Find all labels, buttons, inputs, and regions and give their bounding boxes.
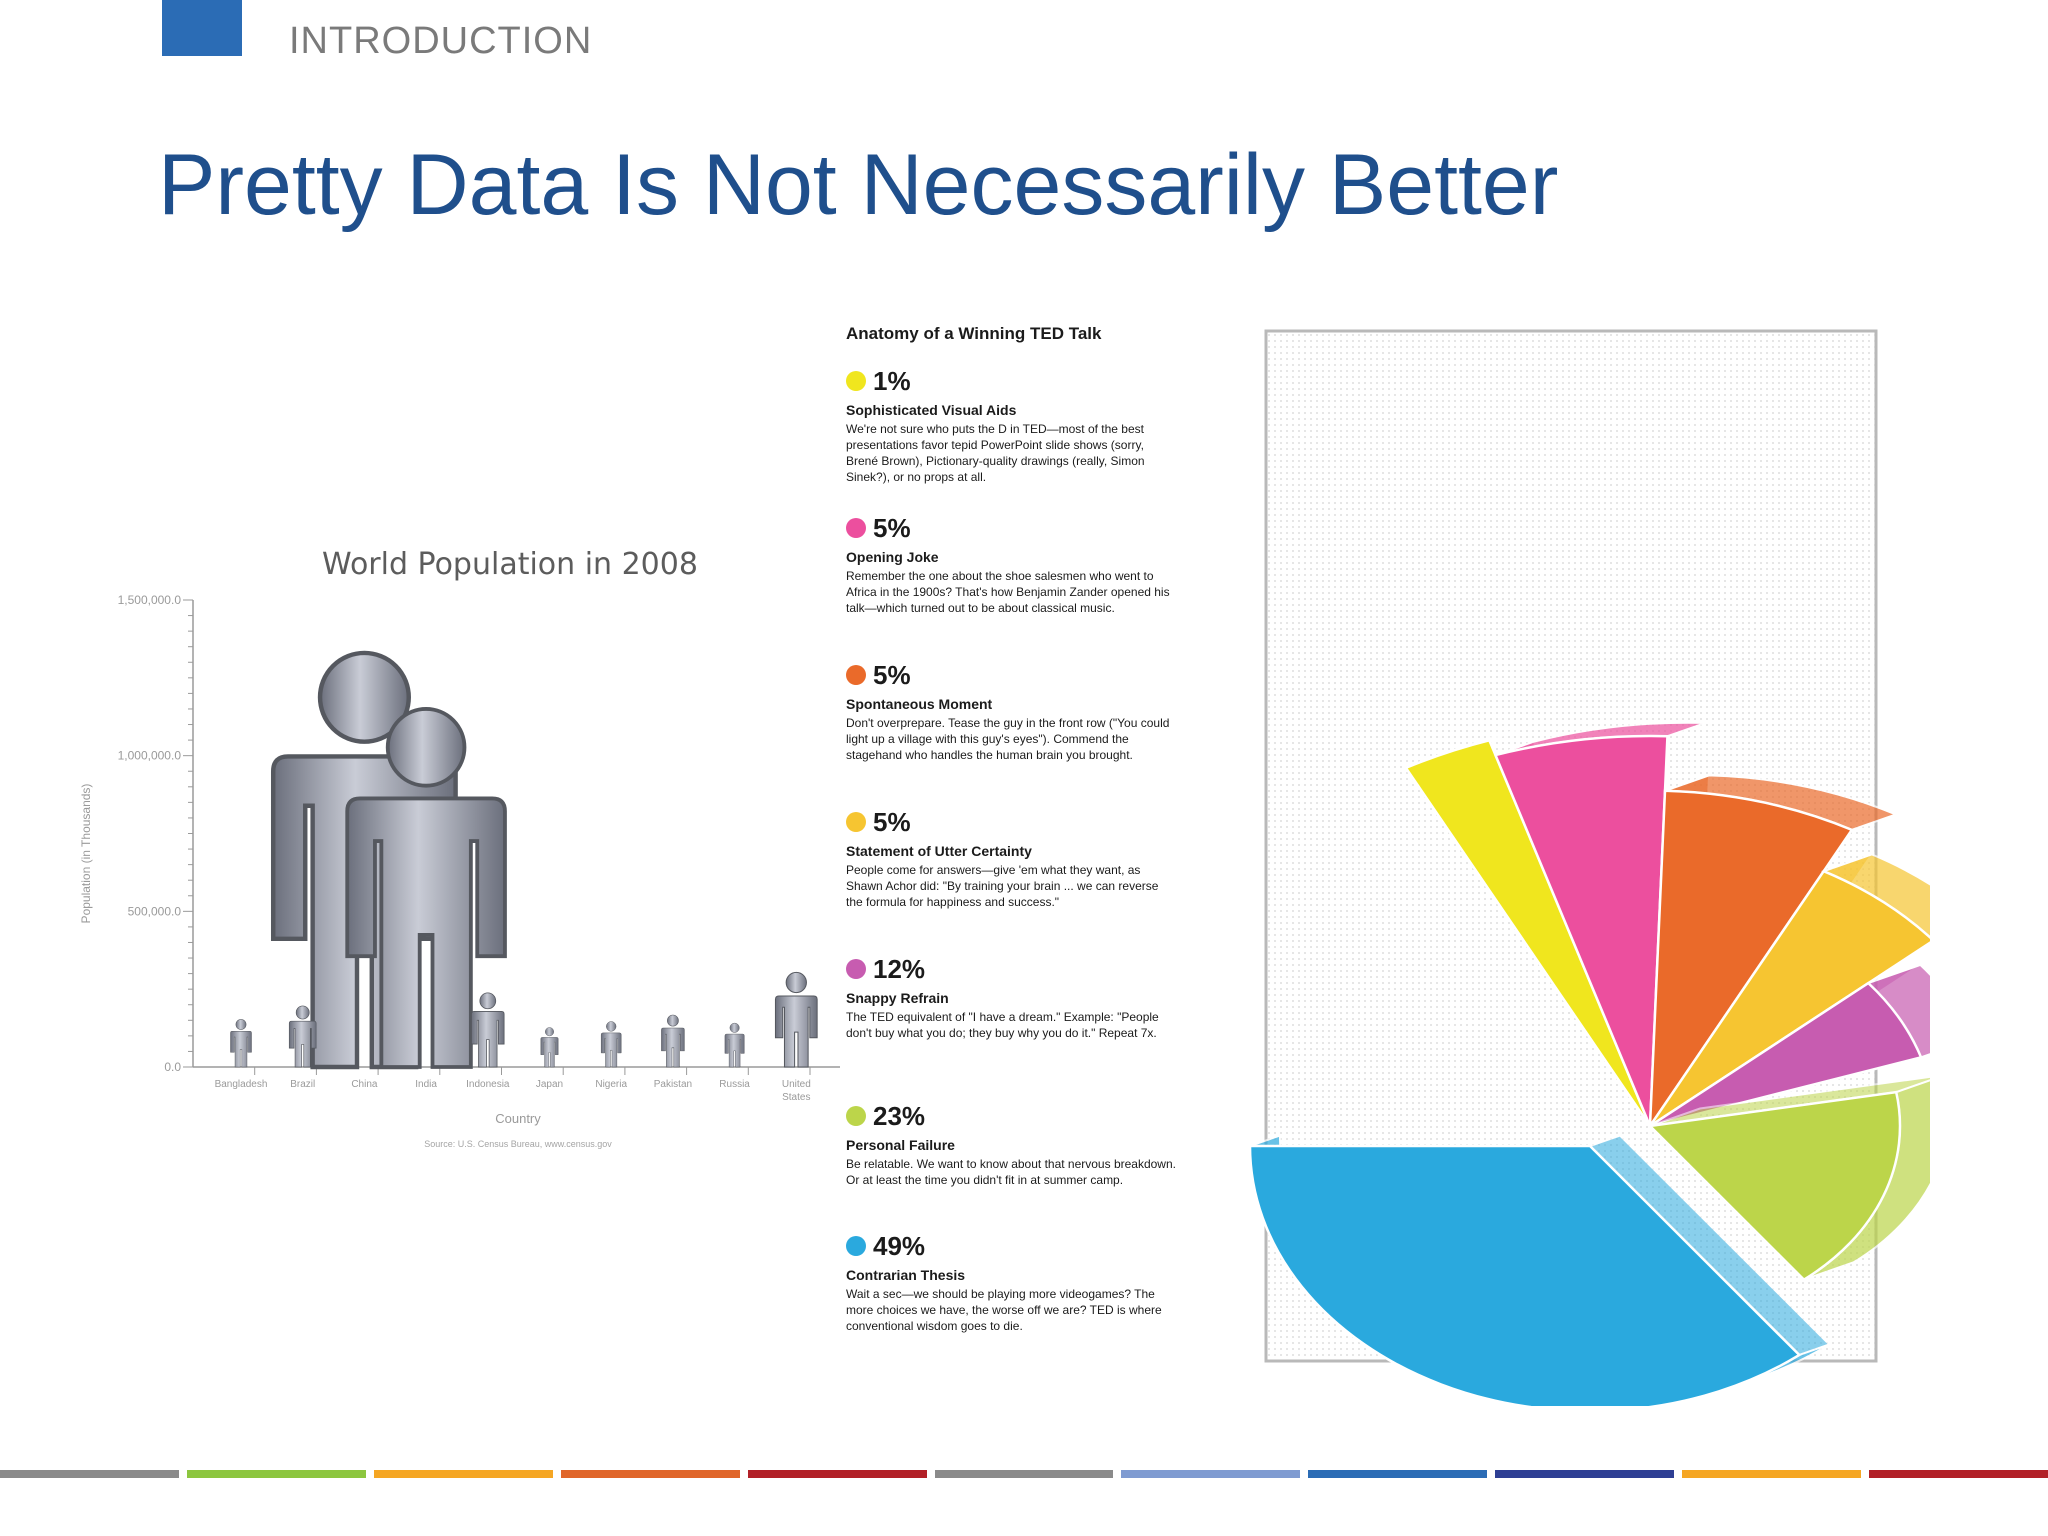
ted-chart-title: Anatomy of a Winning TED Talk — [846, 324, 1102, 343]
footer-bar-11 — [1869, 1470, 2048, 1478]
x-tick-label: Japan — [536, 1079, 563, 1090]
bar-person-russia — [724, 1022, 745, 1068]
pie-slice-opening-joke — [1493, 721, 1706, 1128]
legend-desc: The TED equivalent of "I have a dream." … — [846, 1010, 1159, 1040]
legend-desc: Wait a sec—we should be playing more vid… — [846, 1287, 1162, 1333]
slide-title: Pretty Data Is Not Necessarily Better — [158, 137, 1559, 233]
legend-swatch-2 — [846, 518, 866, 538]
legend-item: 23% Personal Failure Be relatable. We wa… — [846, 1101, 1176, 1231]
footer-bar-10 — [1682, 1470, 1862, 1478]
footer-bar-1 — [0, 1470, 179, 1478]
bar-person-brazil — [288, 1005, 317, 1068]
footer-bar-3 — [373, 1470, 553, 1478]
footer-bar-4 — [560, 1470, 740, 1478]
legend-item: 1% Sophisticated Visual Aids We're not s… — [846, 366, 1176, 513]
legend-pct: 49% — [873, 1230, 926, 1261]
legend-desc: People come for answers—give 'em what th… — [846, 863, 1159, 909]
legend-name: Contrarian Thesis — [846, 1267, 966, 1283]
y-tick-label: 500,000.0 — [128, 904, 182, 918]
bar-person-india — [345, 707, 507, 1069]
legend-desc: We're not sure who puts the D in TED—mos… — [846, 422, 1145, 484]
legend-swatch-1 — [846, 371, 866, 391]
legend-pct: 12% — [873, 953, 926, 984]
source-note: Source: U.S. Census Bureau, www.census.g… — [424, 1139, 612, 1149]
bar-person-japan — [540, 1027, 559, 1068]
legend-name: Sophisticated Visual Aids — [846, 402, 1017, 418]
legend-pct: 5% — [873, 659, 911, 690]
ted-legend: Anatomy of a Winning TED Talk 1% Sophist… — [846, 324, 1176, 1378]
x-tick-label: Russia — [719, 1079, 750, 1090]
y-axis-label: Population (in Thousands) — [79, 784, 93, 924]
legend-name: Snappy Refrain — [846, 990, 949, 1006]
legend-item: 5% Statement of Utter Certainty People c… — [846, 807, 1176, 954]
x-tick-label: Brazil — [290, 1079, 315, 1090]
legend-pct: 23% — [873, 1100, 926, 1131]
corner-accent-block — [162, 0, 242, 56]
pie-slice-spontaneous-moment — [1648, 773, 1899, 1131]
pie-slice-contrarian-thesis — [1248, 1134, 1832, 1406]
x-tick-label: Pakistan — [654, 1079, 692, 1090]
legend-swatch-6 — [846, 1106, 866, 1126]
legend-name: Spontaneous Moment — [846, 696, 993, 712]
ted-pie-chart — [1248, 329, 1930, 1406]
x-tick-label: Indonesia — [466, 1079, 510, 1090]
bar-person-nigeria — [600, 1021, 622, 1068]
legend-item: 49% Contrarian Thesis Wait a sec—we shou… — [846, 1231, 1176, 1378]
bar-person-bangladesh — [230, 1019, 252, 1068]
y-tick-label: 1,000,000.0 — [118, 749, 182, 763]
bar-person-indonesia — [471, 992, 505, 1068]
legend-item: 12% Snappy Refrain The TED equivalent of… — [846, 954, 1176, 1101]
legend-desc: Don't overprepare. Tease the guy in the … — [846, 716, 1170, 762]
footer-bar-2 — [186, 1470, 366, 1478]
legend-name: Statement of Utter Certainty — [846, 843, 1032, 859]
population-chart: World Population in 2008 0.0 500,000.0 1,00… — [79, 547, 840, 1149]
legend-swatch-7 — [846, 1236, 866, 1256]
legend-name: Opening Joke — [846, 549, 939, 565]
footer-bar-5 — [747, 1470, 927, 1478]
footer-bar-7 — [1121, 1470, 1301, 1478]
y-tick-label: 1,500,000.0 — [118, 593, 182, 607]
legend-item: 5% Spontaneous Moment Don't overprepare.… — [846, 660, 1176, 807]
legend-swatch-4 — [846, 812, 866, 832]
legend-pct: 5% — [873, 806, 911, 837]
legend-item: 5% Opening Joke Remember the one about t… — [846, 513, 1176, 660]
bar-person-pakistan — [661, 1014, 685, 1068]
pop-chart-title: World Population in 2008 — [322, 547, 698, 582]
footer-bar-8 — [1308, 1470, 1488, 1478]
legend-desc: Remember the one about the shoe salesmen… — [846, 569, 1170, 615]
footer-bar-6 — [934, 1470, 1114, 1478]
pie-slice-personal-failure — [1647, 1075, 1930, 1282]
bar-person-united-states — [774, 971, 818, 1068]
legend-swatch-3 — [846, 665, 866, 685]
footer-color-bars — [0, 1470, 2048, 1478]
legend-pct: 1% — [873, 365, 911, 396]
pie-slice-snappy-refrain — [1649, 963, 1930, 1128]
legend-swatch-5 — [846, 959, 866, 979]
legend-desc: Be relatable. We want to know about that… — [846, 1157, 1176, 1187]
x-tick-label: India — [415, 1079, 437, 1090]
legend-name: Personal Failure — [846, 1137, 955, 1153]
footer-bar-9 — [1495, 1470, 1675, 1478]
x-tick-label: China — [351, 1079, 378, 1090]
x-axis-label: Country — [495, 1111, 541, 1126]
legend-pct: 5% — [873, 512, 911, 543]
y-tick-label: 0.0 — [164, 1060, 181, 1074]
x-tick-label: States — [782, 1092, 810, 1103]
x-tick-label: United — [782, 1079, 811, 1090]
x-tick-label: Bangladesh — [215, 1079, 268, 1090]
x-tick-label: Nigeria — [595, 1079, 627, 1090]
section-label: INTRODUCTION — [289, 20, 593, 62]
